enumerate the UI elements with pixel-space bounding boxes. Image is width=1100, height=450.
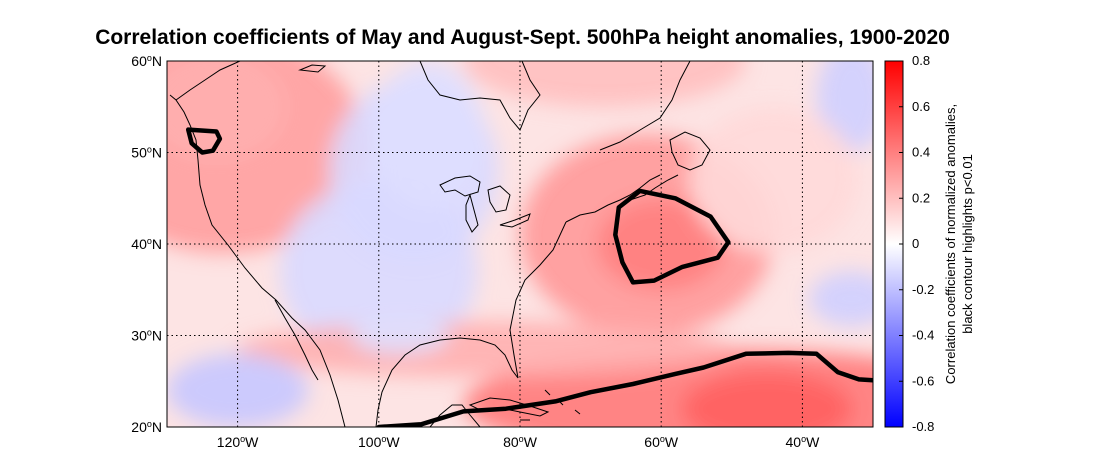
colorbar-tick-label: -0.8	[912, 419, 934, 434]
colorbar-tick-label: -0.4	[912, 328, 934, 343]
significance-contour-pacific-northwest	[185, 127, 223, 155]
colorbar-tick-label: -0.6	[912, 373, 934, 388]
colorbar-tick-label: 0.8	[912, 53, 930, 68]
significance-contours	[185, 127, 873, 427]
lake-huron	[487, 185, 511, 213]
lat-label: 50oN	[131, 145, 162, 161]
colorbar-label-line1: Correlation coefficients of normalized a…	[943, 104, 958, 384]
labrador-coast	[599, 61, 691, 151]
colorbar-tick-label: 0	[912, 236, 919, 251]
anomaly-cell	[682, 372, 852, 427]
new-england-coast	[565, 174, 661, 223]
latitude-tick-labels: 60oN 50oN 40oN 30oN 20oN	[131, 53, 162, 435]
newfoundland	[669, 131, 711, 171]
map-frame	[166, 60, 874, 428]
lon-label: 80oW	[503, 434, 538, 450]
lon-label: 40oW	[785, 434, 820, 450]
significance-contour-subtropical-atlantic	[376, 350, 873, 427]
significance-contour-northwest-atlantic	[613, 188, 731, 285]
colorbar-label-line2: black contour highlights p<0.01	[960, 154, 975, 334]
colorbar-tick-label: 0.6	[912, 99, 930, 114]
gulf-of-mexico-coast	[375, 337, 519, 427]
lon-label: 60oW	[644, 434, 679, 450]
colorbar-tick-label: 0.2	[912, 190, 930, 205]
anomaly-field	[167, 61, 873, 427]
anomaly-cell	[279, 179, 478, 363]
anomaly-cell	[597, 198, 725, 290]
lake-erie	[499, 213, 531, 228]
nova-scotia-coast	[629, 174, 679, 201]
colorbar-ticks: 0.8 0.6 0.4 0.2 0 -0.2 -0.4 -0.6 -0.8	[899, 53, 934, 434]
colorbar-tick-label: -0.2	[912, 282, 934, 297]
lon-label: 100oW	[358, 434, 400, 450]
anomaly-cell	[350, 317, 450, 354]
florida-east-coast	[509, 221, 567, 379]
hudson-bay	[419, 61, 541, 131]
lon-label: 120oW	[217, 434, 259, 450]
anomaly-cell	[371, 61, 485, 208]
alaska-panhandle	[175, 61, 241, 101]
lat-label: 40oN	[131, 236, 162, 252]
colorbar-tick-label: 0.4	[912, 145, 930, 160]
arctic-island	[298, 64, 327, 73]
lat-label: 60oN	[131, 53, 162, 69]
caribbean-islands	[520, 389, 581, 421]
lat-label: 30oN	[131, 328, 162, 344]
baja-california	[274, 299, 319, 381]
lat-label: 20oN	[131, 419, 162, 435]
anomaly-cell	[809, 271, 873, 327]
anomaly-cell	[167, 61, 287, 162]
graticule	[167, 61, 873, 427]
longitude-tick-labels: 120oW 100oW 80oW 60oW 40oW	[217, 434, 820, 450]
great-lakes	[439, 175, 481, 197]
lake-michigan	[465, 193, 479, 233]
anomaly-cell	[463, 61, 746, 107]
coastline-west	[169, 94, 346, 427]
coastlines	[169, 61, 711, 427]
chart-title: Correlation coefficients of May and Augu…	[95, 26, 950, 49]
anomaly-cell	[689, 106, 859, 254]
